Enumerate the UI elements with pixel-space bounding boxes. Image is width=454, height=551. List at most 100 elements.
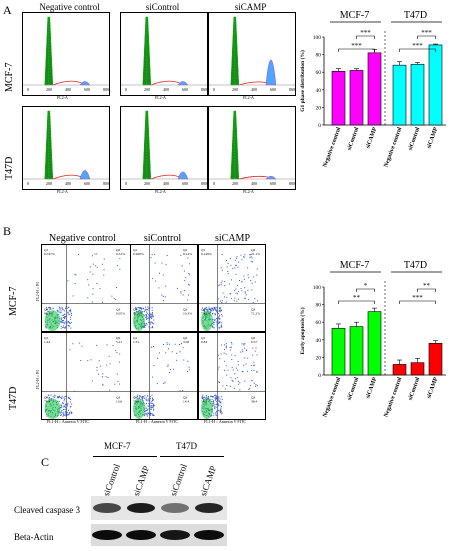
quadrant-value: 54.2 bbox=[201, 399, 207, 403]
hist-x-tick: 400 bbox=[65, 87, 71, 92]
population-hotspot bbox=[44, 398, 61, 419]
s-phase-curve bbox=[150, 174, 180, 180]
hist-x-tick: 0 bbox=[213, 181, 215, 186]
bar bbox=[331, 71, 346, 126]
hist-x-tick: 400 bbox=[251, 181, 257, 186]
flow-row-label-t47d: T47D bbox=[8, 386, 19, 410]
histogram-plot: 0 200 400 600 800 bbox=[22, 106, 110, 190]
quadrant-id: Q3 bbox=[116, 307, 121, 311]
hist-x-axis-label: FL2-A bbox=[155, 189, 166, 194]
g2-peak bbox=[79, 170, 91, 180]
y-tick-label: 20 bbox=[316, 105, 322, 111]
quadrant-value: 1.44 bbox=[44, 340, 50, 344]
histogram-plot: 0 200 400 600 800 bbox=[22, 12, 110, 96]
quadrant-id: Q3 bbox=[183, 395, 188, 399]
hist-x-tick: 0 bbox=[125, 181, 127, 186]
blot-strip-actin bbox=[91, 524, 227, 546]
s-phase-curve bbox=[238, 175, 268, 180]
quadrant-value: 0.537% bbox=[44, 252, 55, 256]
y-tick-label: 0 bbox=[318, 373, 321, 379]
x-tick-label: siCAMP bbox=[365, 126, 378, 149]
quadrant-value: 6.57 bbox=[251, 340, 257, 344]
population-hotspot bbox=[200, 398, 213, 419]
hist-x-tick: 600 bbox=[182, 87, 188, 92]
hist-row-label-mcf7: MCF-7 bbox=[4, 62, 15, 92]
y-tick-label: 0 bbox=[318, 123, 321, 129]
flow-col-title-1: Negative control bbox=[49, 233, 116, 244]
quadrant-value: 0.260% bbox=[133, 252, 144, 256]
s-phase-curve bbox=[238, 81, 268, 86]
hist-row-label-t47d: T47D bbox=[4, 156, 15, 180]
s-phase-curve bbox=[52, 80, 82, 86]
quadrant-value: 81.3% bbox=[133, 311, 142, 315]
hist-x-axis-label: FL2-A bbox=[243, 95, 254, 100]
significance-label: *** bbox=[421, 29, 432, 37]
quadrant-id: Q1 bbox=[133, 248, 138, 252]
significance-bracket bbox=[399, 300, 436, 304]
quadrant-id: Q1 bbox=[133, 336, 138, 340]
hist-col-title-2: siControl bbox=[145, 2, 180, 12]
bar bbox=[367, 52, 382, 126]
blot-group-mcf7-line bbox=[93, 456, 157, 457]
bar bbox=[410, 63, 425, 126]
caspase-band bbox=[127, 503, 155, 513]
caspase-band bbox=[161, 503, 189, 513]
hist-x-tick: 0 bbox=[125, 87, 127, 92]
g2-peak bbox=[265, 175, 277, 180]
flow-scatter-plot: Q1 0.149% Q2 21.1% Q4 7.45% Q3 71.2% bbox=[198, 244, 266, 332]
quadrant-value: 0.31% bbox=[116, 252, 125, 256]
group-label: T47D bbox=[404, 10, 427, 21]
quadrant-id: Q1 bbox=[201, 336, 206, 340]
population-hotspot bbox=[132, 310, 145, 331]
quadrant-id: Q3 bbox=[116, 395, 121, 399]
quadrant-id: Q4 bbox=[133, 307, 138, 311]
quadrant-id: Q1 bbox=[44, 248, 49, 252]
blot-band-label-caspase: Cleaved caspase 3 bbox=[14, 505, 80, 515]
hist-x-tick: 800 bbox=[201, 87, 207, 92]
actin-band bbox=[160, 530, 190, 540]
significance-bracket bbox=[356, 288, 375, 292]
hist-x-tick: 800 bbox=[289, 87, 295, 92]
hist-x-tick: 800 bbox=[289, 181, 295, 186]
blot-band-label-actin: Beta-Actin bbox=[14, 532, 54, 542]
quadrant-id: Q2 bbox=[116, 336, 121, 340]
blot-lane-label: siCAMP bbox=[198, 464, 219, 498]
hist-x-tick: 200 bbox=[232, 87, 238, 92]
blot-strip-caspase bbox=[91, 496, 227, 520]
hist-x-tick: 200 bbox=[46, 87, 52, 92]
hist-x-tick: 400 bbox=[163, 87, 169, 92]
actin-band bbox=[126, 530, 156, 540]
quadrant-id: Q4 bbox=[133, 395, 138, 399]
y-tick-label: 40 bbox=[316, 338, 322, 344]
hist-col-title-1: Negative control bbox=[39, 2, 100, 12]
quadrant-value: 0.149% bbox=[201, 252, 212, 256]
quadrant-value: 3.58 bbox=[183, 340, 189, 344]
hist-x-axis-label: FL2-A bbox=[243, 189, 254, 194]
flow-row-label-mcf7: MCF-7 bbox=[8, 286, 19, 316]
x-tick-label: siCAMP bbox=[426, 376, 439, 399]
y-tick-label: 80 bbox=[316, 303, 322, 309]
y-axis-label: Early apoptosis (%) bbox=[299, 307, 306, 354]
group-label: T47D bbox=[404, 260, 427, 271]
x-tick-label: siCAMP bbox=[365, 376, 378, 399]
quadrant-id: Q2 bbox=[251, 248, 256, 252]
hist-x-tick: 200 bbox=[46, 181, 52, 186]
g1-phase-bar-chart: MCF-7 T47D 0 20 40 60 80 100 G1 phase distributi… bbox=[299, 10, 446, 168]
bar bbox=[331, 328, 346, 376]
bar bbox=[349, 326, 364, 376]
bar bbox=[367, 311, 382, 376]
blot-lane-label: siControl bbox=[168, 462, 189, 498]
quadrant-value: 7.45% bbox=[201, 311, 210, 315]
quadrant-value: 71.2% bbox=[251, 311, 260, 315]
hist-x-tick: 600 bbox=[270, 87, 276, 92]
actin-band bbox=[194, 530, 224, 540]
y-tick-label: 100 bbox=[313, 35, 322, 41]
x-tick-label: siControl bbox=[408, 376, 422, 401]
significance-bracket bbox=[417, 288, 436, 292]
bar bbox=[428, 343, 443, 376]
hist-x-tick: 800 bbox=[103, 87, 109, 92]
y-tick-label: 60 bbox=[316, 70, 322, 76]
histogram-plot: 0 200 400 600 800 bbox=[208, 106, 296, 190]
g2-peak bbox=[79, 81, 91, 86]
flow-scatter-plot: Q1 1.44 Q2 5.21 Q4 79.8 Q3 13.6 bbox=[41, 332, 131, 420]
